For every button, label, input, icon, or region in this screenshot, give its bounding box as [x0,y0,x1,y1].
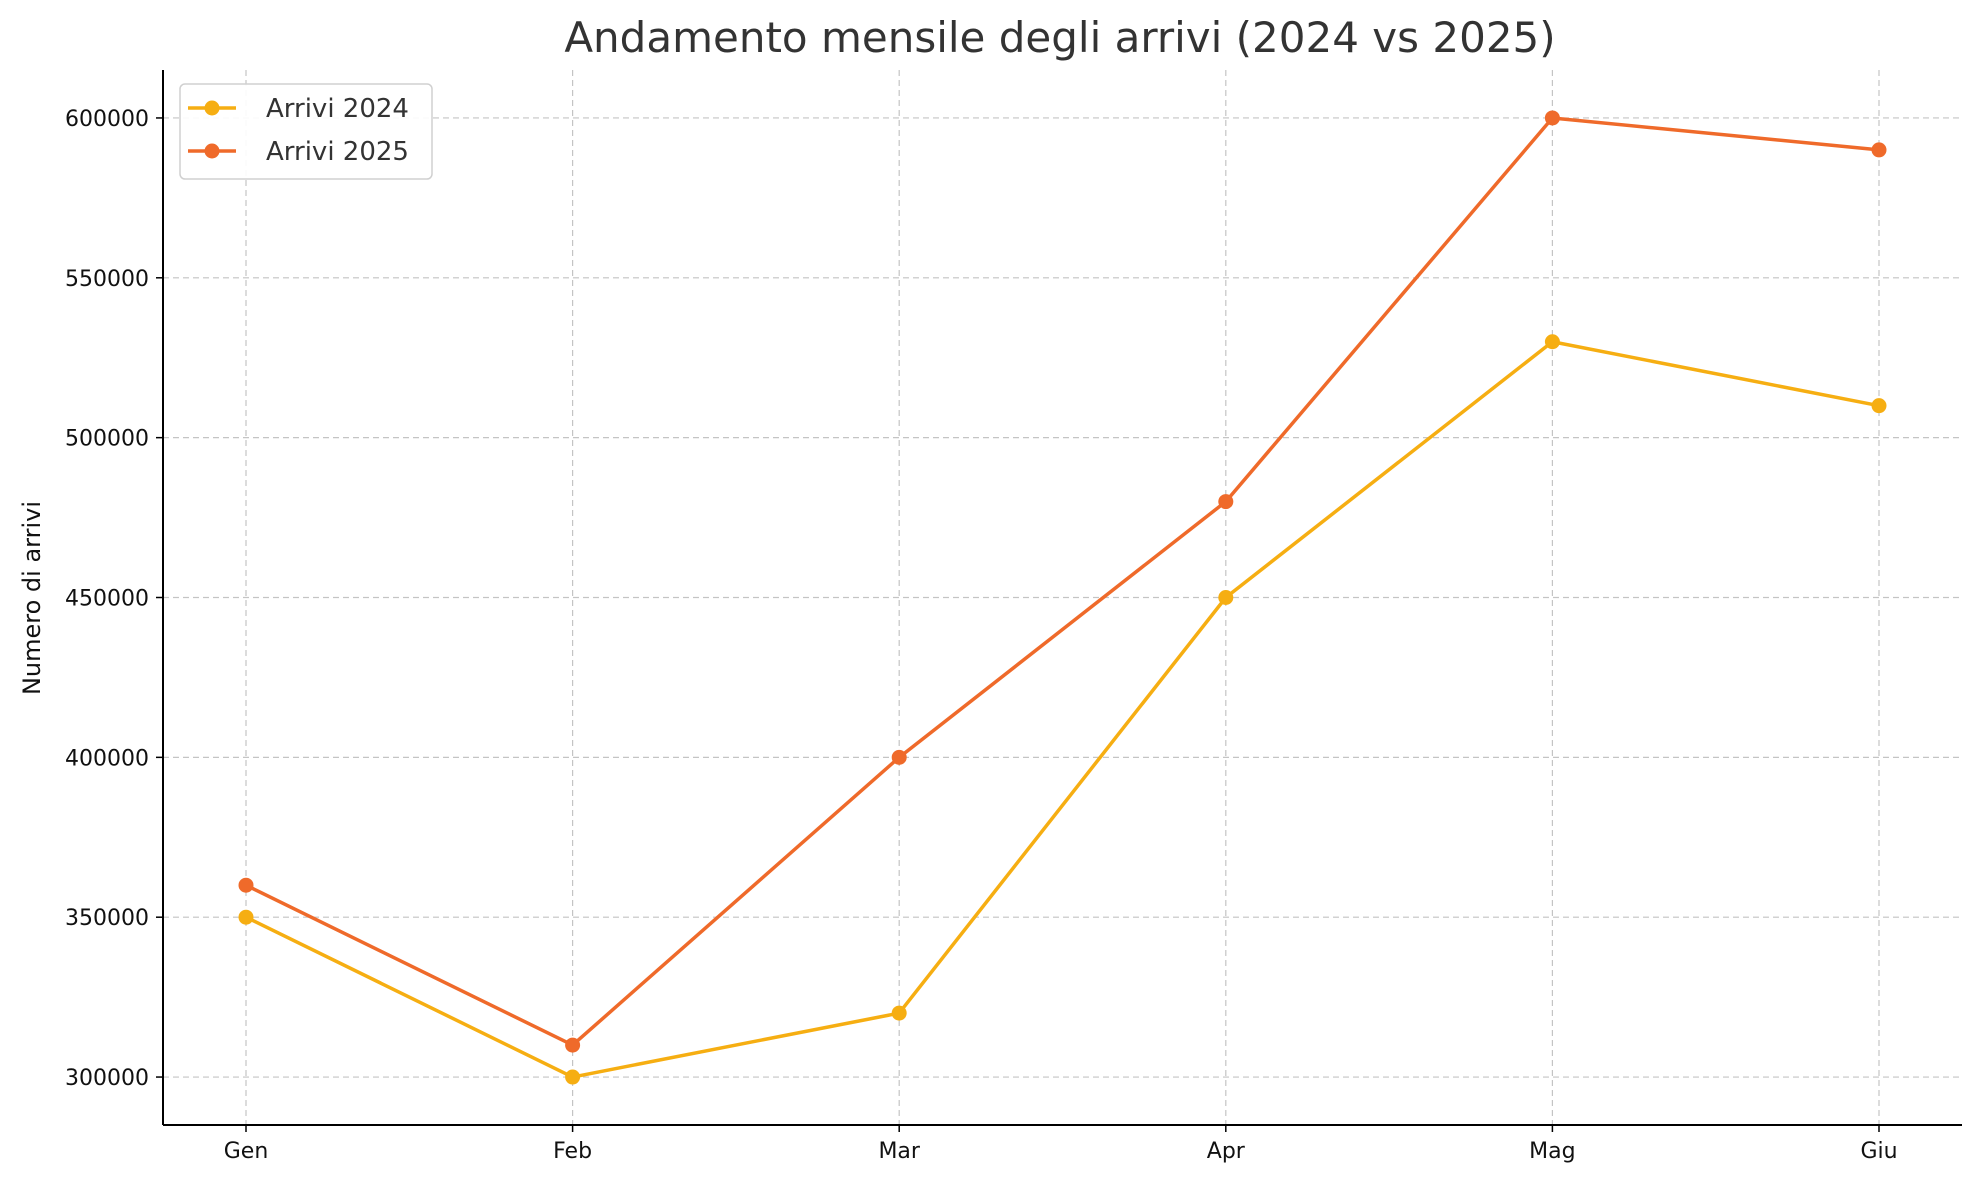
legend-label-arrivi-2024: Arrivi 2024 [266,94,409,124]
chart-title: Andamento mensile degli arrivi (2024 vs … [564,13,1555,62]
data-point-arrivi-2024-giu [1871,398,1887,414]
x-tick-label-mag: Mag [1529,1139,1575,1164]
x-tick-label-gen: Gen [224,1139,269,1164]
y-tick-label-600000: 600000 [65,107,149,132]
data-point-arrivi-2024-mag [1544,334,1560,350]
x-tick-label-giu: Giu [1860,1139,1897,1164]
data-point-arrivi-2025-feb [565,1037,581,1053]
data-point-arrivi-2024-apr [1218,590,1234,605]
data-point-arrivi-2024-mar [891,1005,907,1021]
data-point-arrivi-2025-mar [891,749,907,765]
x-tick-label-mar: Mar [878,1139,920,1164]
series-lines [238,110,1887,1085]
data-point-arrivi-2025-apr [1218,494,1234,510]
legend-marker-arrivi-2024 [204,100,220,116]
x-tick-label-feb: Feb [553,1139,592,1164]
axes [162,70,1962,1126]
y-tick-label-400000: 400000 [65,746,149,771]
y-tick-label-500000: 500000 [65,427,149,452]
y-tick-label-300000: 300000 [65,1066,149,1091]
data-point-arrivi-2025-gen [238,877,254,893]
y-tick-label-450000: 450000 [65,587,149,612]
legend-box [179,83,433,180]
data-point-arrivi-2025-giu [1871,142,1887,158]
x-tick-label-apr: Apr [1207,1139,1246,1164]
grid [163,70,1962,1125]
data-point-arrivi-2024-feb [565,1069,581,1085]
data-point-arrivi-2024-gen [238,909,254,925]
series-arrivi-2024 [238,334,1887,1085]
legend-label-arrivi-2025: Arrivi 2025 [266,137,409,167]
y-tick-label-550000: 550000 [65,267,149,292]
y-tick-label-350000: 350000 [65,906,149,931]
data-point-arrivi-2025-mag [1544,110,1560,126]
legend-marker-arrivi-2025 [204,143,220,159]
series-line-arrivi-2025 [244,116,1881,1047]
series-line-arrivi-2024 [244,339,1881,1079]
tick-labels: Gen Feb Mar Apr Mag Giu 300000 350000 400000 4500… [65,107,1898,1164]
series-arrivi-2025 [238,110,1887,1053]
legend: Arrivi 2024 Arrivi 2025 [179,83,433,180]
y-axis-label: Numero di arrivi [18,501,46,695]
